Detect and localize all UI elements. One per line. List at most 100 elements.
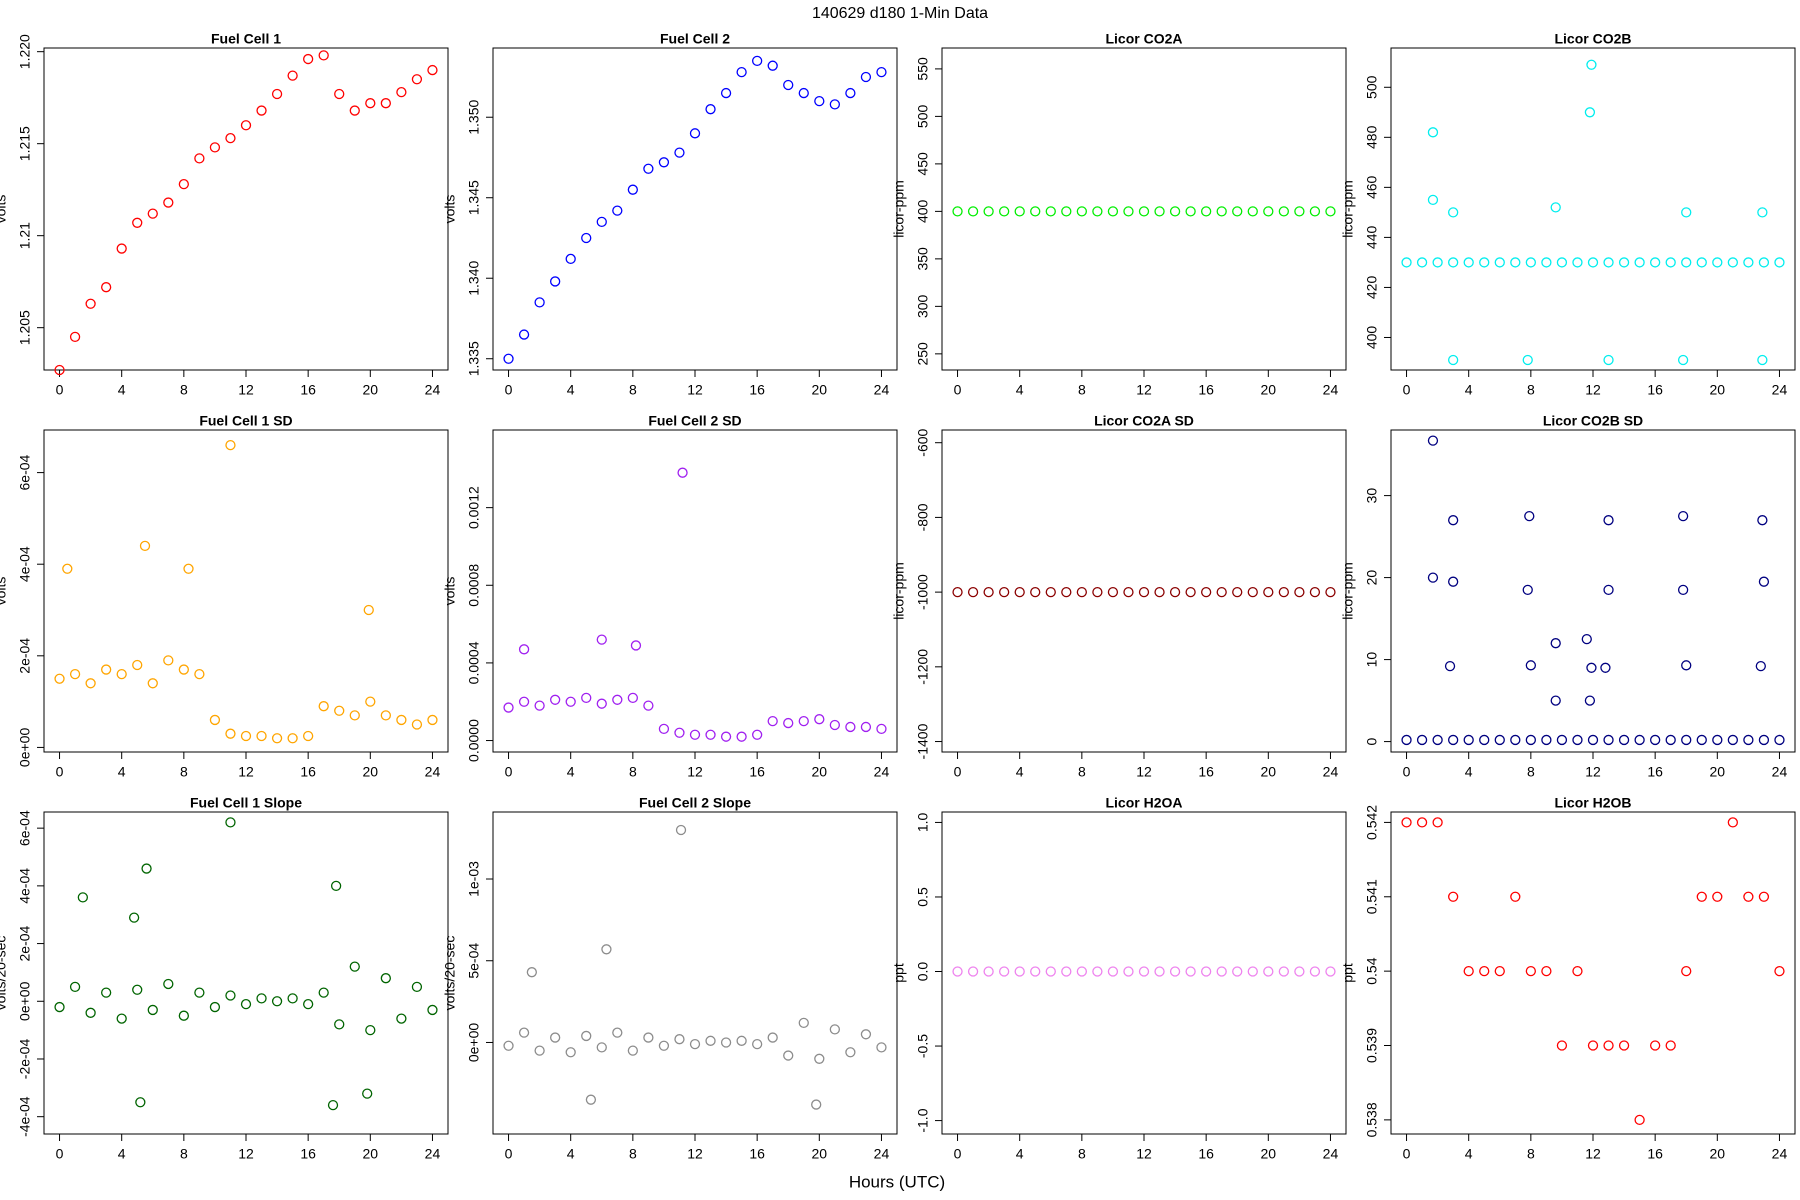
point	[1014, 966, 1025, 977]
point	[550, 276, 561, 287]
panel: Fuel Cell 2 volts 0 4 8 12 16 20 24 1.335 1.340 1.3…	[442, 31, 898, 398]
x-tick-label: 0	[1403, 1146, 1411, 1162]
x-tick-label: 16	[749, 382, 765, 398]
point	[1444, 660, 1456, 672]
point	[1572, 257, 1583, 268]
point	[240, 120, 252, 131]
y-tick-label: 0.541	[1364, 879, 1380, 914]
point	[658, 157, 670, 168]
point	[705, 104, 716, 115]
point	[85, 1007, 96, 1018]
point	[876, 723, 887, 735]
point	[1743, 257, 1754, 268]
point	[1572, 734, 1583, 746]
point	[585, 1094, 597, 1105]
point	[503, 1040, 514, 1051]
point	[77, 892, 88, 903]
point	[829, 719, 840, 731]
panel: Fuel Cell 1 Slope volts/20-sec 0 4 8 12 16 20 24…	[0, 795, 449, 1162]
x-tick-label: 20	[812, 764, 828, 780]
panel-title: Fuel Cell 1 Slope	[190, 795, 302, 811]
point	[689, 729, 701, 740]
point	[1448, 207, 1459, 218]
point	[860, 721, 872, 733]
point	[736, 731, 747, 742]
point	[675, 824, 687, 836]
panel-title: Fuel Cell 1	[211, 31, 281, 47]
panel: Licor CO2A licor-ppm 0 4 8 12 16 20 24 250 300 350 4…	[891, 31, 1347, 398]
x-tick-label: 8	[629, 764, 637, 780]
panel-title: Licor CO2A	[1105, 31, 1182, 47]
x-tick-label: 0	[954, 382, 962, 398]
point	[1494, 257, 1505, 268]
point	[318, 987, 329, 998]
x-tick-label: 24	[1772, 382, 1788, 398]
point	[565, 696, 576, 707]
point	[601, 944, 612, 955]
point	[1061, 966, 1072, 977]
y-tick-label: 10	[1364, 652, 1380, 668]
point	[1774, 965, 1785, 977]
point	[1758, 257, 1770, 268]
x-tick-label: 20	[812, 382, 828, 398]
plot-frame	[492, 811, 898, 1135]
y-tick-label: 1.205	[17, 310, 33, 345]
point	[1325, 966, 1336, 977]
point	[194, 153, 205, 164]
y-tick-label: 0.538	[1364, 1102, 1380, 1137]
point	[1696, 891, 1707, 902]
point	[1045, 966, 1056, 977]
point	[518, 644, 530, 655]
point	[303, 999, 314, 1010]
x-tick-label: 24	[1323, 382, 1339, 398]
x-tick-label: 8	[180, 764, 188, 780]
point	[1076, 586, 1087, 598]
point	[178, 179, 189, 190]
plot-frame	[941, 47, 1347, 371]
y-tick-label: 0.5	[915, 887, 931, 907]
x-tick-label: 0	[56, 764, 64, 780]
y-axis-title: volts	[0, 577, 9, 606]
point	[1618, 1040, 1630, 1051]
point	[116, 668, 127, 680]
point	[1247, 966, 1258, 977]
point	[550, 1032, 561, 1043]
point	[287, 733, 298, 744]
x-tick-label: 12	[238, 1146, 254, 1162]
point	[1743, 891, 1754, 902]
x-tick-label: 8	[629, 382, 637, 398]
point	[1600, 662, 1611, 673]
point	[365, 98, 376, 109]
point	[427, 714, 438, 726]
point	[1681, 660, 1692, 671]
point	[845, 1047, 856, 1058]
panel-title: Fuel Cell 2 SD	[648, 413, 741, 429]
x-tick-label: 16	[1647, 1146, 1663, 1162]
point	[85, 298, 96, 309]
point	[1309, 586, 1321, 598]
y-tick-label: -600	[915, 428, 931, 456]
x-tick-label: 20	[363, 764, 379, 780]
point	[1463, 965, 1474, 977]
x-tick-label: 12	[687, 764, 703, 780]
y-tick-label: -800	[915, 503, 931, 531]
point	[1247, 586, 1258, 598]
y-tick-label: 440	[1364, 226, 1380, 250]
point	[1665, 1040, 1676, 1051]
point	[1216, 586, 1227, 598]
y-tick-label: 0.0012	[466, 486, 482, 529]
x-tick-label: 4	[1465, 382, 1473, 398]
point	[1681, 257, 1692, 268]
point	[674, 1034, 685, 1045]
point	[116, 243, 127, 254]
point	[1309, 206, 1321, 217]
point	[952, 586, 963, 598]
point	[101, 987, 112, 998]
point	[1448, 891, 1459, 902]
y-tick-label: 2e-04	[17, 638, 33, 674]
y-tick-label: 300	[915, 294, 931, 318]
x-tick-label: 4	[1016, 382, 1024, 398]
point	[1677, 354, 1689, 366]
point	[534, 700, 545, 711]
point	[1185, 206, 1196, 217]
